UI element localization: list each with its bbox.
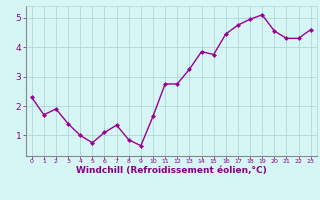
X-axis label: Windchill (Refroidissement éolien,°C): Windchill (Refroidissement éolien,°C): [76, 166, 267, 175]
